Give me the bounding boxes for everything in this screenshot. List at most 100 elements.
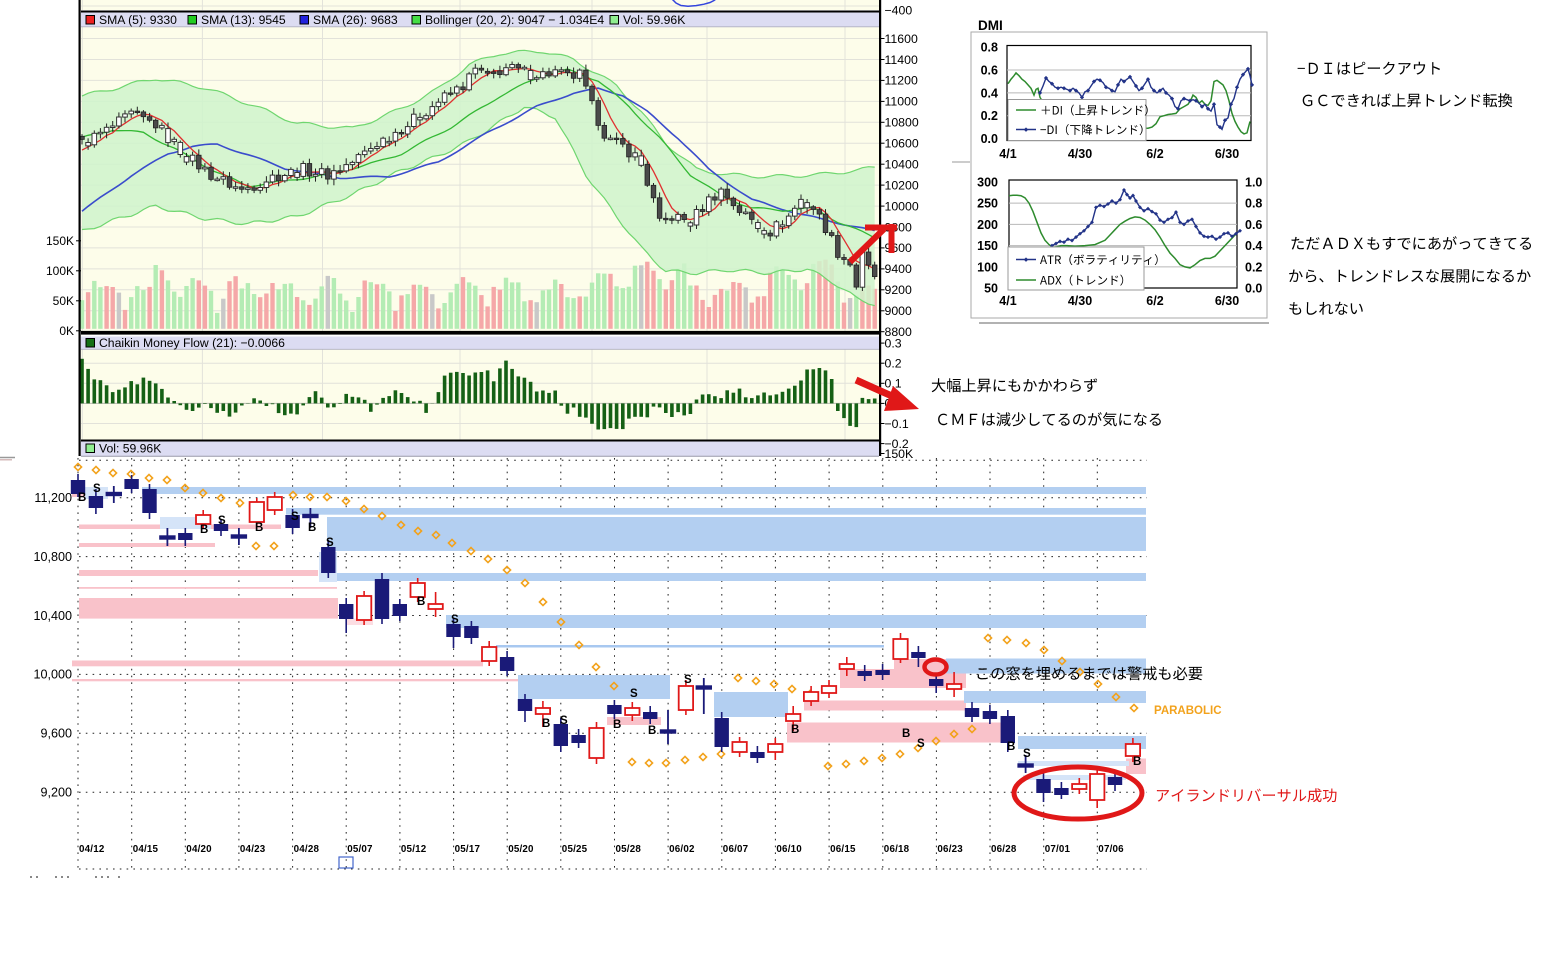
svg-text:06/28: 06/28	[991, 844, 1017, 855]
svg-text:06/02: 06/02	[669, 844, 695, 855]
svg-text:−400: −400	[885, 4, 913, 18]
svg-text:PARABOLIC: PARABOLIC	[1154, 705, 1222, 717]
svg-text:0.6: 0.6	[1245, 218, 1262, 232]
svg-text:S: S	[560, 715, 568, 727]
svg-text:0.4: 0.4	[1245, 239, 1262, 253]
svg-text:B: B	[200, 524, 208, 536]
svg-text:10,000: 10,000	[33, 668, 72, 682]
svg-text:B: B	[542, 718, 550, 730]
svg-text:0.4: 0.4	[981, 86, 998, 100]
svg-text:B: B	[1007, 741, 1015, 753]
svg-text:B: B	[417, 596, 425, 608]
svg-text:SMA (5): 9330: SMA (5): 9330	[99, 13, 177, 27]
svg-text:Vol: 59.96K: Vol: 59.96K	[623, 13, 685, 27]
svg-text:S: S	[218, 515, 226, 527]
svg-text:05/25: 05/25	[562, 844, 588, 855]
svg-text:11400: 11400	[885, 53, 918, 67]
svg-text:−0.1: −0.1	[885, 417, 909, 431]
svg-text:4/30: 4/30	[1068, 147, 1092, 161]
svg-text:05/17: 05/17	[455, 844, 481, 855]
svg-text:06/18: 06/18	[884, 844, 910, 855]
svg-text:50: 50	[984, 282, 998, 296]
svg-text:11000: 11000	[885, 95, 918, 109]
svg-text:200: 200	[977, 218, 998, 232]
svg-text:9400: 9400	[885, 262, 913, 276]
svg-text:9200: 9200	[885, 283, 913, 297]
svg-text:S: S	[917, 738, 925, 750]
svg-text:S: S	[93, 483, 101, 495]
svg-text:250: 250	[977, 197, 998, 211]
svg-text:S: S	[630, 688, 638, 700]
svg-text:150: 150	[977, 239, 998, 253]
svg-text:11200: 11200	[885, 74, 918, 88]
svg-text:06/10: 06/10	[776, 844, 802, 855]
svg-text:05/20: 05/20	[508, 844, 534, 855]
svg-text:6/30: 6/30	[1215, 294, 1239, 308]
svg-text:S: S	[291, 511, 299, 523]
svg-text:10600: 10600	[885, 137, 919, 151]
svg-text:06/23: 06/23	[937, 844, 963, 855]
svg-text:0.3: 0.3	[885, 336, 902, 350]
svg-text:Bollinger (20, 2): 9047 − 1.03: Bollinger (20, 2): 9047 − 1.034E4	[425, 13, 604, 27]
svg-text:0.2: 0.2	[981, 109, 998, 123]
svg-text:B: B	[78, 492, 86, 504]
svg-text:10,400: 10,400	[33, 609, 72, 623]
svg-text:B: B	[613, 719, 621, 731]
svg-text:04/28: 04/28	[294, 844, 320, 855]
svg-text:10400: 10400	[885, 158, 919, 172]
svg-text:S: S	[451, 614, 459, 626]
svg-text:B: B	[308, 522, 316, 534]
svg-text:04/12: 04/12	[79, 844, 105, 855]
svg-text:04/20: 04/20	[186, 844, 212, 855]
svg-text:1.0: 1.0	[1245, 175, 1262, 189]
svg-text:Vol: 59.96K: Vol: 59.96K	[99, 442, 161, 456]
svg-text:6/30: 6/30	[1215, 147, 1239, 161]
svg-text:05/07: 05/07	[347, 844, 373, 855]
svg-text:B: B	[791, 724, 799, 736]
svg-text:150K: 150K	[46, 234, 74, 248]
svg-text:9000: 9000	[885, 304, 913, 318]
svg-text:07/06: 07/06	[1098, 844, 1124, 855]
svg-text:05/28: 05/28	[616, 844, 642, 855]
svg-text:DMI: DMI	[978, 18, 1003, 33]
svg-text:0.2: 0.2	[1245, 260, 1262, 274]
svg-text:B: B	[902, 728, 910, 740]
svg-text:04/15: 04/15	[133, 844, 159, 855]
svg-text:B: B	[648, 725, 656, 737]
svg-text:0.8: 0.8	[981, 41, 998, 55]
svg-text:9,600: 9,600	[40, 727, 72, 741]
svg-text:06/15: 06/15	[830, 844, 856, 855]
svg-text:4/1: 4/1	[999, 147, 1016, 161]
svg-text:06/07: 06/07	[723, 844, 749, 855]
svg-text:150K: 150K	[885, 447, 915, 461]
svg-text:9,200: 9,200	[40, 786, 72, 800]
svg-text:0.2: 0.2	[885, 357, 902, 371]
svg-text:Chaikin Money Flow (21): −0.00: Chaikin Money Flow (21): −0.0066	[99, 336, 285, 350]
svg-text:6/2: 6/2	[1146, 294, 1163, 308]
svg-text:SMA (26): 9683: SMA (26): 9683	[313, 13, 398, 27]
svg-text:10800: 10800	[885, 116, 919, 130]
svg-text:100K: 100K	[46, 264, 74, 278]
svg-text:11600: 11600	[885, 32, 918, 46]
svg-text:07/01: 07/01	[1045, 844, 1071, 855]
svg-text:4/1: 4/1	[999, 294, 1016, 308]
svg-text:B: B	[255, 522, 263, 534]
svg-text:S: S	[326, 537, 334, 549]
svg-text:0.6: 0.6	[981, 64, 998, 78]
svg-text:300: 300	[977, 175, 998, 189]
svg-text:0.0: 0.0	[981, 132, 998, 146]
svg-text:4/30: 4/30	[1068, 294, 1092, 308]
svg-text:B: B	[1133, 756, 1141, 768]
svg-text:6/2: 6/2	[1146, 147, 1163, 161]
svg-text:10200: 10200	[885, 178, 919, 192]
svg-text:0K: 0K	[59, 324, 74, 338]
svg-text:10,800: 10,800	[33, 550, 72, 564]
svg-text:0.0: 0.0	[1245, 282, 1262, 296]
svg-text:50K: 50K	[53, 294, 74, 308]
svg-text:0.8: 0.8	[1245, 197, 1262, 211]
svg-text:05/12: 05/12	[401, 844, 427, 855]
svg-text:S: S	[1023, 748, 1031, 760]
svg-text:10000: 10000	[885, 199, 919, 213]
svg-text:S: S	[684, 674, 692, 686]
svg-text:04/23: 04/23	[240, 844, 266, 855]
